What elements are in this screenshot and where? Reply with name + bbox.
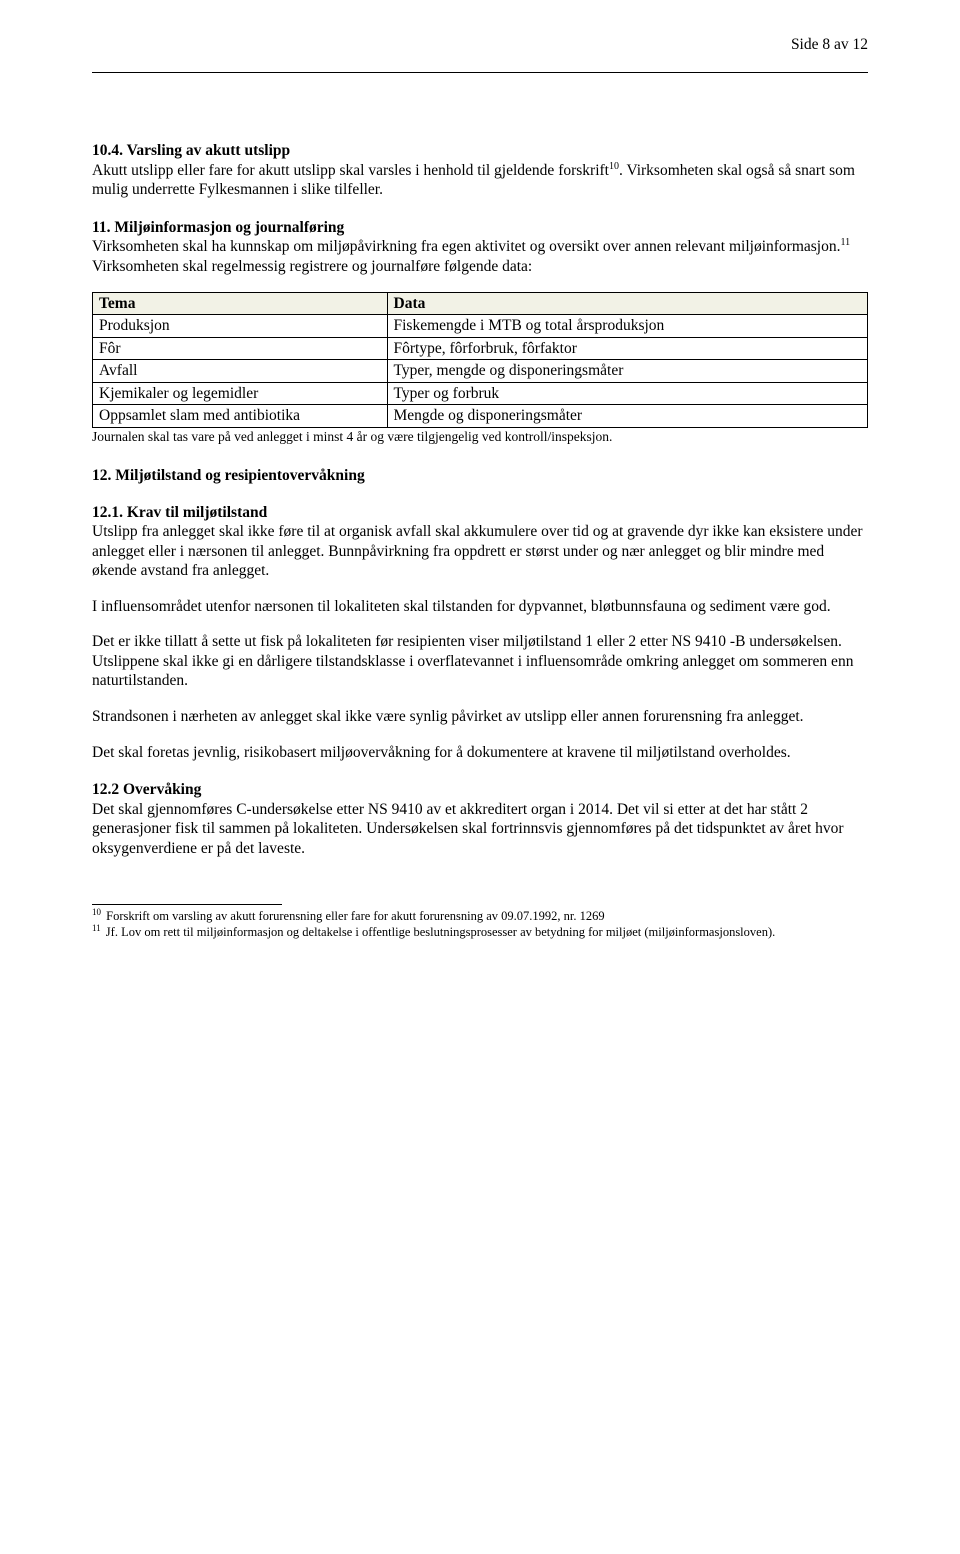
table-row: Avfall Typer, mengde og disponeringsmåte… [93, 360, 868, 383]
footnote-ref-10: 10 [609, 160, 619, 171]
section-11-title: 11. Miljøinformasjon og journalføring [92, 219, 344, 236]
footnote-11: 11 Jf. Lov om rett til miljøinformasjon … [92, 925, 868, 941]
section-12-1-p4: Strandsonen i nærheten av anlegget skal … [92, 707, 868, 727]
section-12-1-p3: Det er ikke tillatt å sette ut fisk på l… [92, 632, 868, 691]
section-10-4-body-part1: Akutt utslipp eller fare for akutt utsli… [92, 162, 609, 179]
section-12-1-p1: Utslipp fra anlegget skal ikke føre til … [92, 523, 863, 579]
section-12-2: 12.2 Overvåking Det skal gjennomføres C-… [92, 780, 868, 858]
section-10-4: 10.4. Varsling av akutt utslipp Akutt ut… [92, 141, 868, 200]
section-11-body-part1: Virksomheten skal ha kunnskap om miljøpå… [92, 238, 841, 255]
document-page: Side 8 av 12 10.4. Varsling av akutt uts… [0, 0, 960, 1554]
table-cell: Fôrtype, fôrforbruk, fôrfaktor [387, 337, 868, 360]
table-row: Produksjon Fiskemengde i MTB og total år… [93, 315, 868, 338]
page-number: Side 8 av 12 [92, 36, 868, 54]
footnote-10: 10 Forskrift om varsling av akutt forure… [92, 909, 868, 925]
section-12-1: 12.1. Krav til miljøtilstand Utslipp fra… [92, 503, 868, 581]
section-10-4-title: 10.4. Varsling av akutt utslipp [92, 142, 290, 159]
footnote-separator [92, 904, 282, 905]
section-12-1-title: 12.1. Krav til miljøtilstand [92, 504, 267, 521]
section-12-title: 12. Miljøtilstand og resipientovervåknin… [92, 467, 868, 485]
section-12-1-p2: I influensområdet utenfor nærsonen til l… [92, 597, 868, 617]
footnote-11-text: Jf. Lov om rett til miljøinformasjon og … [103, 925, 776, 939]
section-11: 11. Miljøinformasjon og journalføring Vi… [92, 218, 868, 277]
section-11-body-part2: Virksomheten skal regelmessig registrere… [92, 258, 532, 275]
journal-data-table: Tema Data Produksjon Fiskemengde i MTB o… [92, 292, 868, 428]
table-row: Fôr Fôrtype, fôrforbruk, fôrfaktor [93, 337, 868, 360]
table-footnote: Journalen skal tas vare på ved anlegget … [92, 429, 868, 445]
table-cell: Fôr [93, 337, 388, 360]
footnote-10-num: 10 [92, 907, 101, 917]
table-cell: Typer, mengde og disponeringsmåter [387, 360, 868, 383]
table-header-tema: Tema [93, 292, 388, 315]
table-cell: Mengde og disponeringsmåter [387, 405, 868, 428]
table-cell: Produksjon [93, 315, 388, 338]
footnote-ref-11: 11 [841, 237, 851, 248]
footnote-11-num: 11 [92, 923, 101, 933]
table-row: Kjemikaler og legemidler Typer og forbru… [93, 382, 868, 405]
table-cell: Avfall [93, 360, 388, 383]
footnote-10-text: Forskrift om varsling av akutt forurensn… [103, 909, 605, 923]
table-cell: Typer og forbruk [387, 382, 868, 405]
section-12-1-p5: Det skal foretas jevnlig, risikobasert m… [92, 743, 868, 763]
table-cell: Fiskemengde i MTB og total årsproduksjon [387, 315, 868, 338]
table-header-data: Data [387, 292, 868, 315]
section-12-2-p1: Det skal gjennomføres C-undersøkelse ett… [92, 801, 844, 857]
table-header-row: Tema Data [93, 292, 868, 315]
footnotes: 10 Forskrift om varsling av akutt forure… [92, 909, 868, 940]
table-row: Oppsamlet slam med antibiotika Mengde og… [93, 405, 868, 428]
header-separator [92, 54, 868, 73]
table-cell: Oppsamlet slam med antibiotika [93, 405, 388, 428]
section-12-2-title: 12.2 Overvåking [92, 781, 201, 798]
table-cell: Kjemikaler og legemidler [93, 382, 388, 405]
